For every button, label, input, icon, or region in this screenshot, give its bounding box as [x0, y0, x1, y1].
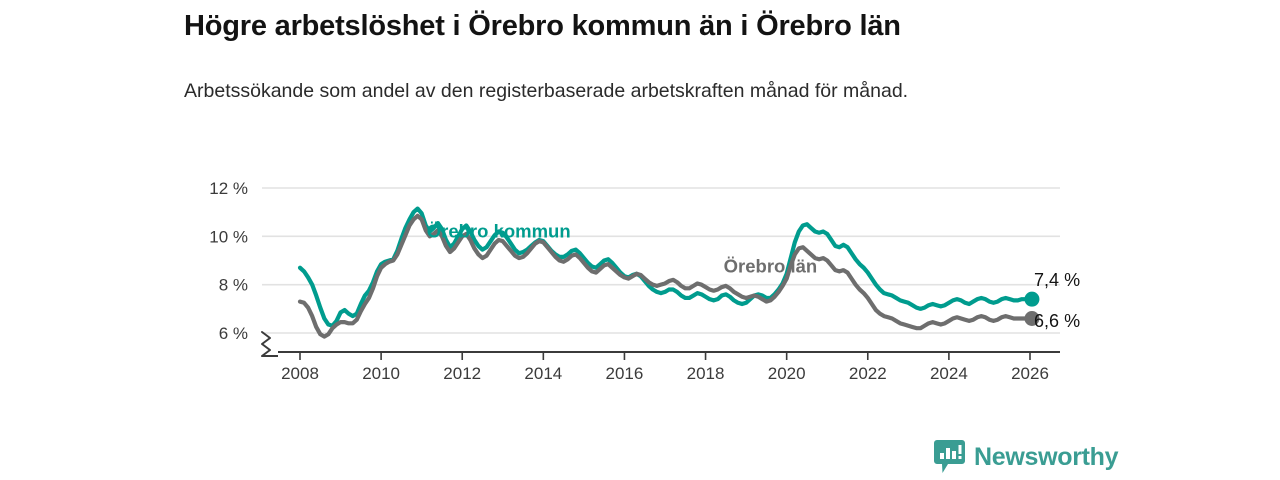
y-axis-tick-label: 8 %	[219, 276, 248, 295]
x-axis-tick-label: 2014	[524, 364, 562, 383]
end-marker-lan	[1024, 311, 1040, 326]
gridlines	[262, 187, 1060, 334]
x-axis-tick-label: 2022	[849, 364, 887, 383]
y-axis-tick-label: 10 %	[209, 227, 248, 246]
x-axis-tick-label: 2024	[930, 364, 968, 383]
kommun-end-value: 7,4 %	[1034, 270, 1080, 290]
page-title: Högre arbetslöshet i Örebro kommun än i …	[184, 10, 901, 42]
bar-chart-bubble-icon	[934, 440, 965, 473]
y-axis-labels: 6 % 8 % 10 % 12 %	[209, 179, 248, 343]
kommun-inline-label: Örebro kommun	[427, 221, 571, 242]
x-axis-tick-label: 2020	[768, 364, 806, 383]
lan-end-value: 6,6 %	[1034, 311, 1080, 331]
x-axis-tick-label: 2008	[281, 364, 319, 383]
logo-wordmark: Newsworthy	[974, 442, 1119, 471]
x-axis-tick-label: 2018	[687, 364, 725, 383]
newsworthy-logo: Newsworthy	[934, 440, 1119, 474]
end-marker-kommun	[1024, 291, 1040, 307]
x-axis-tick-label: 2010	[362, 364, 400, 383]
x-axis-tick-label: 2012	[443, 364, 481, 383]
x-axis-tick-label: 2026	[1011, 364, 1049, 383]
y-axis-tick-label: 6 %	[219, 324, 248, 343]
x-axis-tick-label: 2016	[606, 364, 644, 383]
lan-inline-label: Örebro län	[724, 256, 818, 277]
axis-break-icon	[261, 331, 271, 357]
series-line-kommun	[297, 206, 1029, 328]
y-axis-tick-label: 12 %	[209, 179, 248, 198]
chart-subtitle: Arbetssökande som andel av den registerb…	[184, 80, 909, 102]
series-line-lan	[297, 213, 1029, 339]
x-axis: 2008 2010 2012 2014 2016 2018 2020 2022 2024 2026	[261, 331, 1060, 383]
